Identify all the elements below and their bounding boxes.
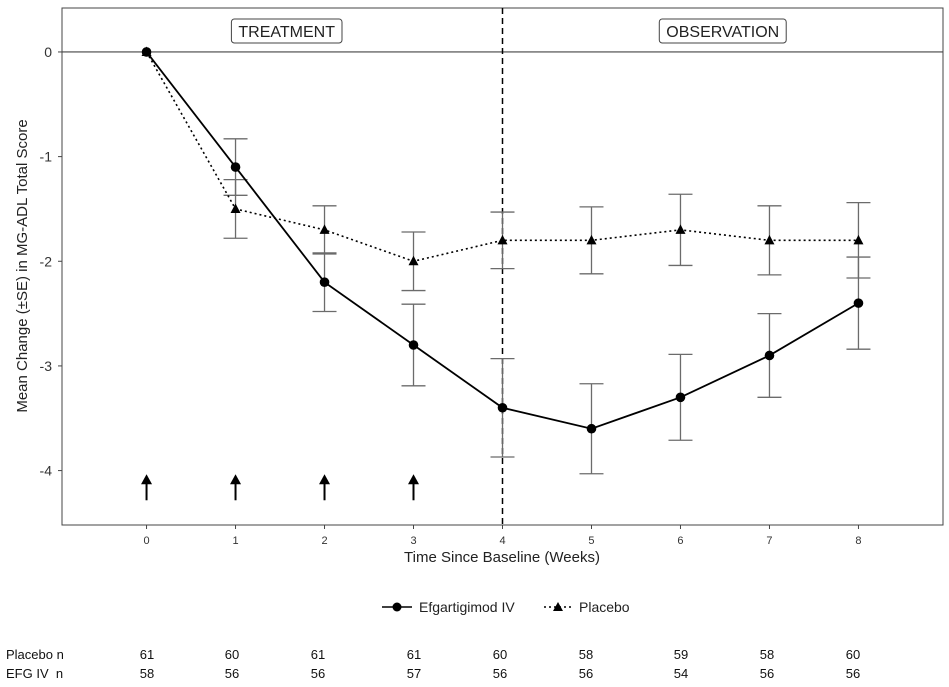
placebo-point-2 [319,224,330,234]
dose-arrow-head-0 [141,474,153,485]
efg-n-week-5: 56 [578,666,594,681]
efgartigimod-iv-point-5 [586,423,597,434]
y-tick-label-2: -2 [40,253,53,269]
placebo-n-week-4: 60 [492,647,508,662]
y-tick-label-1: -1 [40,149,53,165]
observation-label-box [658,18,787,44]
placebo-n-label: Placebo n [6,647,64,662]
placebo-point-7 [764,234,775,245]
x-axis: 0 1 2 3 4 5 6 7 8 [143,525,862,547]
placebo-n-week-6: 59 [673,647,689,662]
placebo-n-week-3: 61 [406,647,422,662]
efg-n-week-2: 56 [310,666,326,681]
dose-arrows [141,474,420,501]
placebo-n-row: Placebo n 61 60 61 61 60 58 59 58 60 [0,647,949,663]
placebo-n-week-0: 61 [139,647,155,662]
treatment-label-box [230,18,343,44]
efg-n-row: EFG IV n 58 56 56 57 56 56 54 56 56 [0,666,949,682]
dose-arrow-head-3 [408,474,420,485]
x-tick-label-8: 8 [855,535,861,547]
efgartigimod-iv-point-4 [497,402,508,413]
legend-placebo-label: Placebo [579,599,630,615]
efgartigimod-iv-point-7 [764,350,775,361]
x-tick-label-2: 2 [321,535,327,547]
efg-n-week-8: 56 [845,666,861,681]
legend-efgartigimod-label: Efgartigimod IV [419,599,515,615]
placebo-n-week-7: 58 [759,647,775,662]
efgartigimod-iv-point-2 [319,277,330,287]
placebo-line [145,51,859,263]
placebo-point-1 [230,203,241,213]
x-tick-label-1: 1 [232,535,238,547]
treatment-phase-label: TREATMENT [238,24,335,41]
legend-efgartigimod-marker [392,602,402,612]
efgartigimod-iv-point-1 [230,162,241,172]
placebo-n-week-8: 60 [845,647,861,662]
efgartigimod-iv-point-3 [408,340,419,350]
y-tick-label-4: -4 [40,463,53,479]
x-tick-label-4: 4 [499,535,505,547]
observation-phase-label: OBSERVATION [666,24,779,41]
efg-n-week-7: 56 [759,666,775,681]
legend: Efgartigimod IV Placebo [382,599,630,615]
dose-arrow-head-1 [230,474,242,485]
efg-n-label: EFG IV n [6,666,64,681]
x-axis-label: Time Since Baseline (Weeks) [404,549,600,566]
x-tick-label-0: 0 [143,535,149,547]
y-tick-label-3: -3 [40,358,53,374]
line-chart: TREATMENT OBSERVATION 0 1 2 3 4 5 6 7 8 0 -1 -2 -3 -… [14,7,944,615]
placebo-n-week-1: 60 [224,647,240,662]
x-tick-label-3: 3 [410,535,416,547]
legend-placebo-marker [553,602,563,611]
efg-n-week-6: 54 [673,666,689,681]
placebo-point-4 [497,234,508,245]
placebo-point-0 [141,46,152,56]
placebo-n-week-2: 61 [310,647,326,662]
efg-n-week-3: 57 [406,666,422,681]
placebo-n-week-5: 58 [578,647,594,662]
data-points [141,46,864,434]
efg-n-week-4: 56 [492,666,508,681]
x-tick-label-6: 6 [677,535,683,547]
placebo-point-6 [675,224,686,234]
placebo-point-3 [408,255,419,266]
y-tick-label-0: 0 [44,44,52,60]
placebo-point-5 [586,234,597,245]
x-tick-label-7: 7 [766,535,772,547]
x-tick-label-5: 5 [588,535,594,547]
phase-labels: TREATMENT OBSERVATION [230,18,787,44]
y-axis-label: Mean Change (±SE) in MG-ADL Total Score [14,119,31,412]
efgartigimod-iv-point-6 [675,392,686,403]
placebo-point-8 [853,234,864,245]
y-axis: 0 -1 -2 -3 -4 [40,44,62,479]
efg-n-week-1: 56 [224,666,240,681]
efg-n-week-0: 58 [139,666,155,681]
efgartigimod-iv-point-8 [853,298,864,308]
dose-arrow-head-2 [319,474,331,485]
